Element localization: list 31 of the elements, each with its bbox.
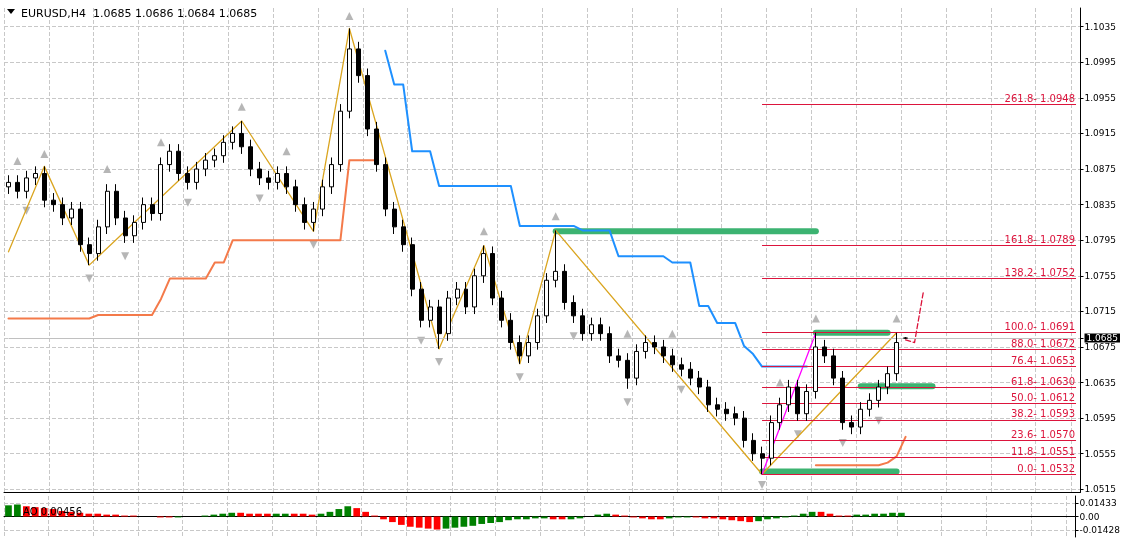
y-tick-label: 1.0635 <box>1084 377 1117 388</box>
y-tick-label: 1.0835 <box>1084 199 1117 210</box>
y-tick-label: 1.0955 <box>1084 92 1117 103</box>
y-tick-label: 1.1035 <box>1084 21 1117 32</box>
y-tick-label: 0.00 <box>1079 511 1100 522</box>
annotation: 23.6- 1.0570 <box>1010 428 1076 440</box>
annotation: 50.0- 1.0612 <box>1010 391 1076 403</box>
y-tick-label: 1.0875 <box>1084 164 1117 175</box>
y-tick-label: 1.0755 <box>1084 270 1117 281</box>
annotation: 76.4- 1.0653 <box>1010 355 1076 367</box>
annotation: 138.2- 1.0752 <box>1004 266 1076 278</box>
y-tick-label: 1.0685 <box>1086 333 1119 344</box>
annotation: 0.0- 1.0532 <box>1017 462 1076 474</box>
annotation: 161.8- 1.0789 <box>1004 234 1076 246</box>
annotation: 38.2- 1.0593 <box>1010 408 1076 420</box>
annotation: 261.8- 1.0948 <box>1004 92 1076 104</box>
y-tick-label: 1.0515 <box>1084 484 1117 495</box>
annotation: 61.8- 1.0630 <box>1010 375 1076 387</box>
annotation: 88.0- 1.0672 <box>1010 338 1076 350</box>
y-tick-label: 1.0715 <box>1084 306 1117 317</box>
y-tick-label: 1.0795 <box>1084 235 1117 246</box>
chart-title: EURUSD,H4 1.0685 1.0686 1.0684 1.0685 <box>21 7 258 20</box>
annotation: 11.8- 1.0551 <box>1010 445 1076 457</box>
y-tick-label: 1.0595 <box>1084 413 1117 424</box>
y-tick-label: 1.0555 <box>1084 448 1117 459</box>
annotation: 100.0- 1.0691 <box>1004 321 1076 333</box>
y-tick-label: 1.0675 <box>1084 341 1117 352</box>
y-tick-label: 0.01433 <box>1079 498 1117 509</box>
y-tick-label: -0.01428 <box>1079 524 1121 535</box>
y-tick-label: 1.0915 <box>1084 128 1117 139</box>
y-tick-label: 1.0995 <box>1084 57 1117 68</box>
